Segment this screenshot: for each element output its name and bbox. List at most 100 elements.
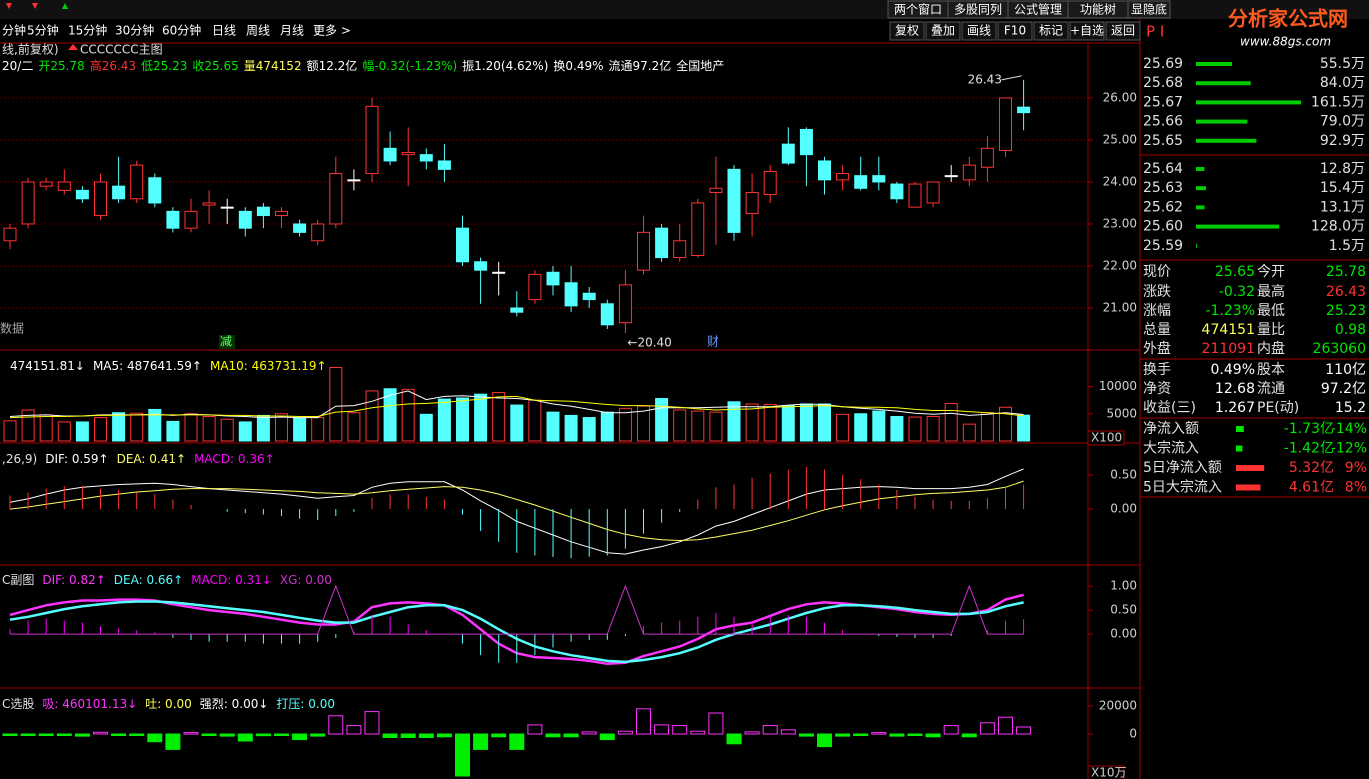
signal-bar	[473, 733, 489, 750]
volume-bar	[673, 409, 687, 442]
tool-button[interactable]: F10	[1004, 24, 1026, 38]
legend-entry: 吐: 0.00	[145, 697, 192, 711]
chart-note: 数据	[0, 321, 24, 336]
signal-bar	[93, 731, 108, 735]
info-item: 流通97.2亿	[609, 58, 672, 73]
candle-body	[293, 223, 307, 233]
signal-bar	[183, 732, 199, 735]
quote-label: 股本	[1257, 362, 1285, 378]
signal-bar	[147, 733, 163, 743]
book-volume: 1.5万	[1329, 238, 1365, 254]
candle-body	[112, 185, 126, 200]
quote-value: 12.68	[1215, 381, 1255, 397]
volume-bar	[474, 393, 488, 442]
flow-label: 大宗流入	[1143, 441, 1199, 457]
info-item: 20/二	[2, 59, 33, 73]
legend-entry: MA10: 463731.19↑	[210, 359, 327, 373]
signal-bar	[255, 733, 271, 737]
book-volume: 79.0万	[1320, 114, 1365, 130]
tool-button[interactable]: 画线	[967, 24, 991, 38]
info-item: 高26.43	[90, 58, 136, 73]
candle-body	[799, 128, 813, 156]
legend-entry: 强烈: 0.00↓	[200, 697, 269, 711]
volume-bar	[347, 412, 361, 442]
legend-entry: MACD: 0.36↑	[194, 452, 275, 466]
window-button[interactable]: 显隐底	[1131, 2, 1167, 17]
volume-bar	[745, 403, 759, 442]
tool-button[interactable]: 标记	[1039, 24, 1063, 38]
candle-body	[908, 183, 922, 208]
signal-bar	[2, 733, 18, 737]
book-volume-bar	[1196, 81, 1251, 86]
volume-bar	[220, 418, 234, 442]
window-button[interactable]: 公式管理	[1014, 2, 1062, 17]
legend-entry: XG: 0.00	[280, 573, 332, 587]
candle-body	[618, 284, 632, 324]
volume-bar	[980, 412, 994, 442]
max-arrow	[1001, 75, 1022, 81]
info-item: 额12.2亿	[307, 58, 358, 73]
axis-unit: X100	[1091, 431, 1122, 445]
quote-value: -1.23%	[1205, 303, 1255, 319]
signal-bar	[599, 733, 615, 741]
quote-info: 20/二 开25.78 高26.43 低25.23 收25.65 量474152 额12.2…	[2, 58, 724, 73]
candle-body	[854, 175, 868, 189]
volume-bar	[437, 398, 451, 442]
volume-bar	[836, 413, 850, 442]
volume-bar	[94, 417, 107, 442]
quote-value: 110亿	[1325, 362, 1366, 378]
signal-bar	[38, 733, 54, 737]
signal-bar	[382, 733, 398, 739]
tool-button[interactable]: +自选	[1070, 24, 1104, 38]
info-item: 换0.49%	[553, 59, 603, 73]
legend-entry: DIF: 0.59↑	[45, 452, 108, 466]
candle-body	[256, 206, 270, 217]
tool-button[interactable]: 叠加	[931, 24, 955, 38]
icon	[62, 3, 68, 9]
signal-bar	[56, 733, 72, 737]
candle-body	[709, 187, 723, 193]
candle-body	[691, 202, 705, 256]
panel-legend: C选股 吸: 460101.13↓ 吐: 0.00 强烈: 0.00↓ 打压: 0.00	[2, 697, 335, 711]
signal-bar	[961, 733, 977, 738]
signal-bar	[889, 733, 905, 737]
window-button[interactable]: 多股同列	[954, 3, 1002, 17]
book-price: 25.64	[1143, 161, 1183, 177]
signal-bar	[581, 731, 597, 735]
book-price: 25.60	[1143, 219, 1183, 235]
tool-button[interactable]: 返回	[1111, 24, 1135, 38]
volume-bar	[148, 408, 162, 442]
panel-legend: C副图 DIF: 0.82↑ DEA: 0.66↑ MACD: 0.31↓ XG: 0.…	[2, 573, 332, 587]
volume-bar	[691, 410, 705, 442]
book-price: 25.68	[1143, 75, 1183, 91]
flow-amount: 5.32亿	[1289, 460, 1334, 476]
quote-value: 0.49%	[1211, 362, 1255, 378]
book-price: 25.59	[1143, 238, 1183, 254]
candle-body	[39, 181, 53, 187]
book-volume: 12.8万	[1320, 161, 1365, 177]
candle-body	[401, 152, 415, 156]
volume-bar	[256, 414, 270, 442]
candle-body	[836, 173, 850, 181]
candle-body	[564, 282, 578, 307]
window-button[interactable]: 功能树	[1080, 2, 1116, 17]
window-button[interactable]: 两个窗口	[894, 3, 942, 17]
quote-label: 收益(三)	[1143, 400, 1196, 416]
candle-body	[492, 271, 506, 274]
candle-body	[1017, 106, 1031, 114]
candle-body	[872, 175, 886, 183]
volume-bar	[655, 398, 669, 442]
volume-bar	[112, 412, 126, 442]
y-tick-label: 0.00	[1110, 627, 1137, 641]
quote-label: 最高	[1257, 283, 1285, 300]
y-tick-label: 5000	[1106, 406, 1137, 420]
candle-body	[329, 173, 343, 225]
candle-body	[727, 168, 741, 233]
volume-bar	[1017, 414, 1031, 442]
tool-button[interactable]: 复权	[895, 24, 919, 38]
book-volume: 15.4万	[1320, 180, 1365, 196]
y-tick-label: 1.00	[1110, 579, 1137, 593]
quote-label: 今开	[1257, 264, 1285, 280]
volume-bar	[600, 411, 614, 442]
candle-body	[962, 164, 976, 181]
